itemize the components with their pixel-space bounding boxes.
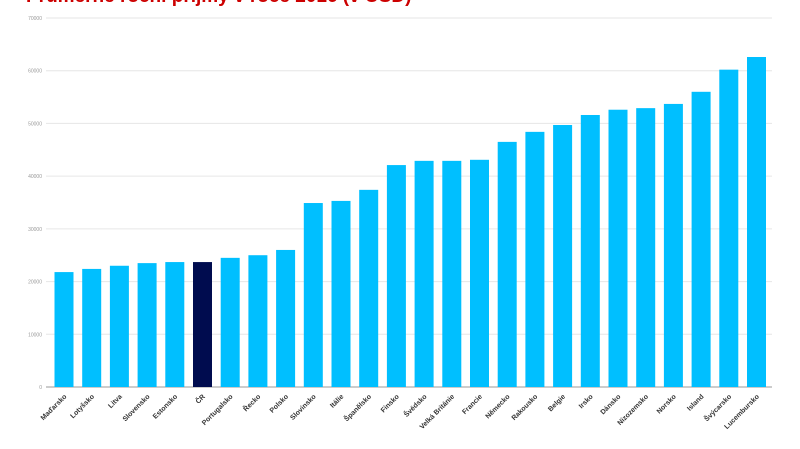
bar-0 bbox=[54, 272, 74, 387]
x-tick-label: Francie bbox=[461, 393, 484, 416]
x-tick-label: Slovensko bbox=[122, 393, 152, 423]
x-tick-label: Finsko bbox=[380, 393, 401, 414]
bar-21 bbox=[636, 108, 656, 388]
x-tick-label: Estonsko bbox=[152, 393, 179, 420]
bar-24 bbox=[719, 69, 739, 387]
bar-9 bbox=[303, 203, 323, 387]
bar-4 bbox=[165, 262, 185, 387]
bar-8 bbox=[276, 249, 296, 387]
y-tick-label: 60000 bbox=[28, 69, 42, 75]
x-tick-label: Španělsko bbox=[342, 392, 373, 423]
x-tick-label: Rakousko bbox=[511, 393, 540, 422]
x-tick-label: Belgie bbox=[547, 393, 567, 413]
x-tick-label: Irsko bbox=[578, 393, 595, 410]
bar-20 bbox=[608, 109, 628, 388]
bar-1 bbox=[82, 268, 102, 387]
y-tick-label: 50000 bbox=[28, 121, 42, 127]
x-tick-label: ČR bbox=[193, 392, 207, 406]
y-tick-label: 20000 bbox=[28, 280, 42, 286]
bar-12 bbox=[386, 165, 406, 387]
y-tick-label: 30000 bbox=[28, 227, 42, 233]
x-tick-label: Řecko bbox=[241, 392, 262, 413]
bar-23 bbox=[691, 91, 711, 388]
bar-3 bbox=[137, 263, 157, 387]
x-tick-label: Itálie bbox=[329, 393, 345, 409]
bar-13 bbox=[414, 160, 434, 387]
bar-22 bbox=[663, 103, 683, 387]
x-tick-label: Slovinsko bbox=[289, 393, 317, 421]
bar-15 bbox=[470, 159, 489, 387]
bar-2 bbox=[109, 265, 129, 387]
y-tick-label: 10000 bbox=[28, 332, 42, 338]
bar-10 bbox=[331, 200, 351, 387]
x-tick-label: Dánsko bbox=[600, 393, 623, 416]
x-tick-label: Litva bbox=[107, 393, 124, 410]
x-tick-label: Island bbox=[686, 393, 705, 412]
x-tick-label: Lotyšsko bbox=[69, 393, 96, 420]
bar-16 bbox=[497, 141, 517, 387]
bar-19 bbox=[580, 114, 600, 387]
y-tick-label: 70000 bbox=[28, 16, 42, 22]
bar-18 bbox=[553, 125, 573, 387]
x-tick-label: Polsko bbox=[269, 393, 290, 414]
bar-11 bbox=[359, 189, 379, 387]
y-tick-label: 40000 bbox=[28, 174, 42, 180]
x-tick-label: Norsko bbox=[656, 393, 678, 415]
bar-5 bbox=[193, 262, 212, 387]
bar-7 bbox=[248, 255, 268, 387]
x-tick-label: Německo bbox=[485, 393, 512, 420]
bar-6 bbox=[220, 257, 240, 387]
bar-25 bbox=[747, 57, 766, 387]
y-tick-label: 0 bbox=[39, 385, 42, 391]
bar-17 bbox=[525, 131, 545, 387]
x-tick-label: Maďarsko bbox=[40, 393, 69, 422]
x-tick-label: Švýcarsko bbox=[702, 392, 733, 423]
bar-14 bbox=[442, 160, 462, 387]
x-tick-label: Švédsko bbox=[402, 392, 429, 419]
chart-title: Průměrné roční příjmy v roce 2016 (v USD… bbox=[26, 0, 411, 8]
